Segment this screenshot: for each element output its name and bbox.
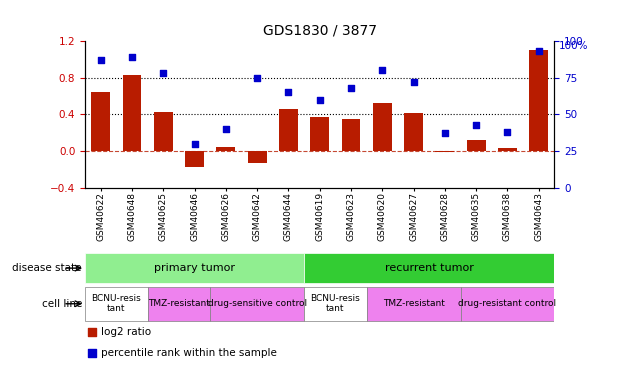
Text: TMZ-resistant: TMZ-resistant — [382, 299, 445, 308]
Text: drug-sensitive control: drug-sensitive control — [207, 299, 307, 308]
Text: disease state: disease state — [13, 263, 82, 273]
Point — [408, 79, 418, 85]
Point — [377, 68, 387, 74]
Point — [127, 54, 137, 60]
Text: TMZ-resistant: TMZ-resistant — [148, 299, 210, 308]
Bar — [279, 109, 298, 151]
Text: BCNU-resis
tant: BCNU-resis tant — [91, 294, 141, 314]
Point — [502, 129, 512, 135]
Bar — [367, 287, 461, 321]
Point — [284, 90, 294, 96]
Point — [96, 57, 106, 63]
Point — [158, 70, 168, 76]
Bar — [85, 253, 304, 284]
Bar — [498, 148, 517, 151]
Bar — [248, 151, 266, 163]
Bar — [217, 147, 235, 151]
Bar — [210, 287, 304, 321]
Bar — [185, 151, 204, 167]
Point — [252, 75, 262, 81]
Point — [314, 97, 325, 103]
Bar — [304, 287, 367, 321]
Text: primary tumor: primary tumor — [154, 263, 235, 273]
Text: percentile rank within the sample: percentile rank within the sample — [101, 348, 277, 357]
Bar — [435, 151, 454, 152]
Point — [534, 48, 544, 54]
Bar — [123, 75, 141, 151]
Point — [440, 130, 450, 136]
Point — [220, 126, 231, 132]
Bar — [85, 287, 147, 321]
Point — [346, 85, 356, 91]
Text: BCNU-resis
tant: BCNU-resis tant — [311, 294, 360, 314]
Text: 100%: 100% — [559, 41, 588, 51]
Point — [86, 350, 96, 355]
Bar — [461, 287, 554, 321]
Bar — [311, 117, 329, 151]
Bar — [529, 50, 548, 151]
Text: GDS1830 / 3877: GDS1830 / 3877 — [263, 24, 377, 38]
Point — [190, 141, 200, 147]
Bar — [341, 119, 360, 151]
Point — [471, 122, 481, 128]
Bar — [404, 112, 423, 151]
Bar — [467, 140, 486, 151]
Bar — [373, 104, 392, 151]
Bar — [91, 92, 110, 151]
Bar — [154, 112, 173, 151]
Text: recurrent tumor: recurrent tumor — [385, 263, 474, 273]
Text: log2 ratio: log2 ratio — [101, 327, 152, 337]
Text: cell line: cell line — [42, 299, 82, 309]
Text: drug-resistant control: drug-resistant control — [459, 299, 556, 308]
Bar — [147, 287, 210, 321]
Bar — [304, 253, 554, 284]
Point — [86, 329, 96, 335]
